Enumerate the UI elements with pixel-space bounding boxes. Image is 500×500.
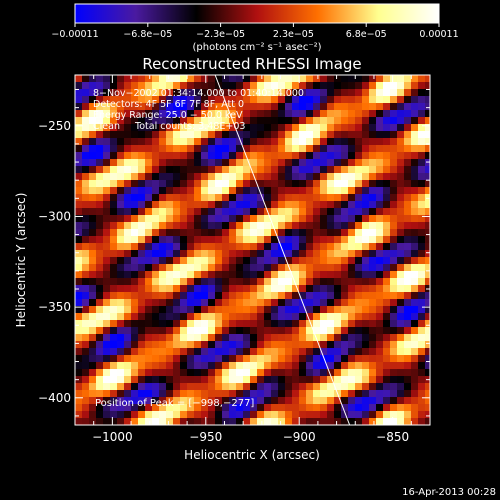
peak-position-label: Position of Peak = [−998,−277] — [95, 398, 254, 409]
colorbar-tick-label: 2.3e−05 — [273, 29, 314, 40]
y-tick-label: −350 — [38, 300, 71, 314]
axis-ticks: −1000 −950 −900 −850 −250 −300 −350 −400 — [38, 75, 431, 444]
x-tick-label: −850 — [376, 430, 409, 444]
x-tick-label: −900 — [283, 430, 316, 444]
colorbar-tick-label: 0.00011 — [419, 29, 458, 40]
solar-limb-line — [214, 75, 351, 425]
colorbar-tick-label: 6.8e−05 — [346, 29, 387, 40]
x-tick-label: −1000 — [92, 430, 133, 444]
y-axis-label: Heliocentric Y (arcsec) — [14, 193, 28, 328]
colorbar-tick-label: −6.8e−05 — [123, 29, 172, 40]
colorbar-ticks: −0.00011 −6.8e−05 −2.3e−05 2.3e−05 6.8e−05 0.… — [51, 23, 459, 40]
chart-title: Reconstructed RHESSI Image — [142, 55, 361, 73]
heatmap-image — [75, 75, 430, 425]
colorbar-tick-label: −0.00011 — [51, 29, 98, 40]
colorbar — [74, 3, 440, 24]
colorbar-unit-label: (photons cm⁻² s⁻¹ asec⁻²) — [192, 42, 321, 53]
y-tick-label: −250 — [38, 119, 71, 133]
plot-frame — [74, 74, 431, 426]
x-tick-label: −950 — [189, 430, 222, 444]
y-tick-label: −300 — [38, 209, 71, 223]
annotation-block: 8−Nov−2002 01:34:14.000 to 01:40:14.000 … — [93, 88, 304, 132]
x-axis-label: Heliocentric X (arcsec) — [184, 448, 320, 462]
annotation-energy-range: Energy Range: 25.0 − 50.0 keV — [93, 110, 243, 121]
annotation-detectors: Detectors: 4F 5F 6F 7F 8F, Att 0 — [93, 99, 244, 110]
colorbar-tick-label: −2.3e−05 — [196, 29, 245, 40]
timestamp: 16-Apr-2013 00:28 — [402, 487, 496, 498]
annotation-time-range: 8−Nov−2002 01:34:14.000 to 01:40:14.000 — [93, 88, 304, 99]
annotation-total-counts: Clean Total counts: 3.48E+03 — [93, 121, 245, 132]
y-tick-label: −400 — [38, 391, 71, 405]
